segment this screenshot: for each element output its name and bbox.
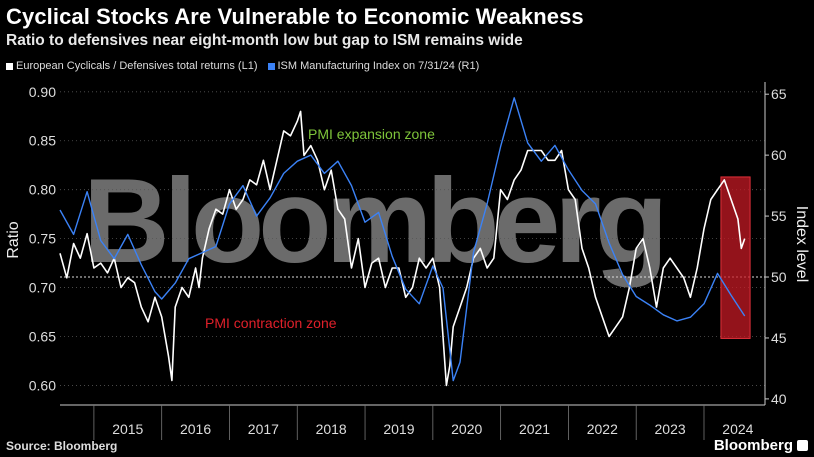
x-tick-label: 2024 [722,421,753,437]
legend-swatch-ism [267,62,275,70]
right-tick-label: 65 [771,86,787,102]
legend-swatch-cyclicals [6,62,13,70]
right-tick-label: 45 [771,330,787,346]
source-note: Source: Bloomberg [6,439,118,453]
ism-index-line [59,97,746,382]
left-tick-label: 0.60 [29,377,56,393]
legend-item-cyclicals: European Cyclicals / Defensives total re… [6,60,258,72]
right-tick-label: 40 [771,391,787,407]
x-tick-label: 2021 [519,421,550,437]
x-tick-label: 2015 [112,421,143,437]
watermark-text: Bloomberg [83,154,662,288]
legend-item-ism: ISM Manufacturing Index on 7/31/24 (R1) [267,60,480,72]
x-tick-label: 2018 [316,421,347,437]
legend-label-ism: ISM Manufacturing Index on 7/31/24 (R1) [277,60,480,72]
contraction-zone-label: PMI contraction zone [205,315,337,331]
footer-logo: Bloomberg [714,437,808,454]
recent-weakness-highlight [720,176,751,339]
chart-title: Cyclical Stocks Are Vulnerable to Econom… [6,4,584,29]
expansion-zone-label: PMI expansion zone [308,126,435,142]
legend: European Cyclicals / Defensives total re… [6,60,479,72]
left-tick-label: 0.65 [29,328,56,344]
left-tick-label: 0.90 [29,84,56,100]
left-axis-title: Ratio [5,221,22,258]
x-tick-label: 2023 [655,421,686,437]
bloomberg-terminal-icon [797,440,808,451]
left-tick-label: 0.85 [29,133,56,149]
chart-subtitle: Ratio to defensives near eight-month low… [6,32,523,49]
right-tick-label: 60 [771,147,787,163]
x-tick-label: 2020 [451,421,482,437]
right-tick-label: 50 [771,269,787,285]
left-tick-label: 0.70 [29,280,56,296]
footer-logo-text: Bloomberg [713,437,793,454]
left-tick-label: 0.80 [29,182,56,198]
left-tick-label: 0.75 [29,231,56,247]
x-tick-label: 2016 [180,421,211,437]
x-tick-label: 2022 [587,421,618,437]
right-axis-title: Index level [793,206,810,283]
right-tick-label: 55 [771,208,787,224]
x-tick-label: 2019 [383,421,414,437]
x-tick-label: 2017 [248,421,279,437]
legend-label-cyclicals: European Cyclicals / Defensives total re… [16,60,258,72]
